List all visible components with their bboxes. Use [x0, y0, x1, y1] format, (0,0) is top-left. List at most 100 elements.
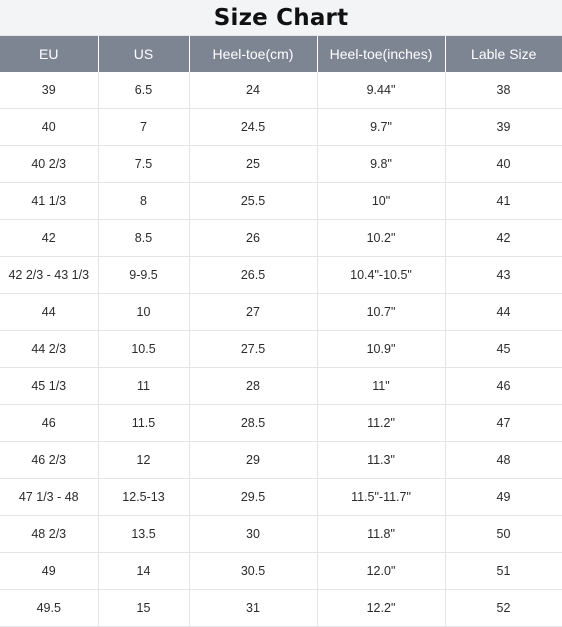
cell-eu: 49 [0, 552, 99, 590]
cell-heel-toe-cm: 24.5 [189, 108, 318, 146]
cell-heel-toe-inches: 12.0" [317, 552, 446, 590]
cell-eu: 44 2/3 [0, 330, 99, 368]
cell-heel-toe-inches: 9.7" [317, 108, 446, 146]
cell-label-size: 52 [445, 589, 562, 627]
cell-us: 7.5 [98, 145, 190, 183]
header-eu: EU [0, 36, 99, 72]
table-row: 46 11.5 28.5 11.2" 47 [0, 404, 562, 442]
cell-heel-toe-inches: 9.44" [317, 72, 446, 109]
cell-eu: 42 2/3 - 43 1/3 [0, 256, 99, 294]
cell-label-size: 39 [445, 108, 562, 146]
cell-heel-toe-cm: 25 [189, 145, 318, 183]
cell-heel-toe-inches: 11" [317, 367, 446, 405]
cell-heel-toe-cm: 31 [189, 589, 318, 627]
cell-label-size: 48 [445, 441, 562, 479]
cell-heel-toe-cm: 27.5 [189, 330, 318, 368]
cell-heel-toe-inches: 12.2" [317, 589, 446, 627]
cell-us: 13.5 [98, 515, 190, 553]
cell-eu: 45 1/3 [0, 367, 99, 405]
cell-eu: 47 1/3 - 48 [0, 478, 99, 516]
cell-heel-toe-inches: 10" [317, 182, 446, 220]
cell-heel-toe-cm: 26 [189, 219, 318, 257]
cell-heel-toe-cm: 25.5 [189, 182, 318, 220]
cell-label-size: 51 [445, 552, 562, 590]
cell-heel-toe-inches: 11.2" [317, 404, 446, 442]
table-row: 42 8.5 26 10.2" 42 [0, 219, 562, 257]
table-row: 40 2/3 7.5 25 9.8" 40 [0, 145, 562, 183]
cell-heel-toe-inches: 11.8" [317, 515, 446, 553]
cell-heel-toe-inches: 9.8" [317, 145, 446, 183]
cell-heel-toe-cm: 24 [189, 72, 318, 109]
table-row: 39 6.5 24 9.44" 38 [0, 72, 562, 109]
cell-heel-toe-inches: 10.4"-10.5" [317, 256, 446, 294]
cell-eu: 40 2/3 [0, 145, 99, 183]
header-us: US [98, 36, 190, 72]
cell-eu: 48 2/3 [0, 515, 99, 553]
cell-eu: 46 [0, 404, 99, 442]
table-row: 48 2/3 13.5 30 11.8" 50 [0, 515, 562, 553]
cell-heel-toe-inches: 10.7" [317, 293, 446, 331]
cell-us: 12 [98, 441, 190, 479]
cell-label-size: 41 [445, 182, 562, 220]
table-row: 49.5 15 31 12.2" 52 [0, 589, 562, 627]
cell-us: 15 [98, 589, 190, 627]
cell-label-size: 43 [445, 256, 562, 294]
cell-heel-toe-cm: 29.5 [189, 478, 318, 516]
cell-us: 14 [98, 552, 190, 590]
cell-us: 8.5 [98, 219, 190, 257]
cell-heel-toe-cm: 28 [189, 367, 318, 405]
cell-label-size: 45 [445, 330, 562, 368]
title-bar: Size Chart [0, 0, 562, 36]
table-body: 39 6.5 24 9.44" 38 40 7 24.5 9.7" 39 40 2/3 7.5 25 9.… [0, 72, 562, 627]
table-row: 44 10 27 10.7" 44 [0, 293, 562, 331]
table-row: 47 1/3 - 48 12.5-13 29.5 11.5"-11.7" 49 [0, 478, 562, 516]
cell-eu: 44 [0, 293, 99, 331]
cell-us: 8 [98, 182, 190, 220]
header-label-size: Lable Size [445, 36, 562, 72]
cell-eu: 42 [0, 219, 99, 257]
cell-us: 12.5-13 [98, 478, 190, 516]
table-row: 46 2/3 12 29 11.3" 48 [0, 441, 562, 479]
table-row: 41 1/3 8 25.5 10" 41 [0, 182, 562, 220]
cell-heel-toe-cm: 30 [189, 515, 318, 553]
cell-us: 11.5 [98, 404, 190, 442]
table-row: 45 1/3 11 28 11" 46 [0, 367, 562, 405]
cell-label-size: 38 [445, 72, 562, 109]
table-row: 42 2/3 - 43 1/3 9-9.5 26.5 10.4"-10.5" 43 [0, 256, 562, 294]
cell-us: 6.5 [98, 72, 190, 109]
cell-heel-toe-cm: 28.5 [189, 404, 318, 442]
cell-eu: 40 [0, 108, 99, 146]
cell-us: 11 [98, 367, 190, 405]
cell-label-size: 44 [445, 293, 562, 331]
cell-heel-toe-inches: 11.5"-11.7" [317, 478, 446, 516]
cell-eu: 41 1/3 [0, 182, 99, 220]
cell-us: 9-9.5 [98, 256, 190, 294]
cell-label-size: 49 [445, 478, 562, 516]
cell-heel-toe-inches: 11.3" [317, 441, 446, 479]
cell-heel-toe-inches: 10.2" [317, 219, 446, 257]
size-chart-table: EU US Heel-toe(cm) Heel-toe(inches) Labl… [0, 36, 562, 627]
table-row: 49 14 30.5 12.0" 51 [0, 552, 562, 590]
header-heel-toe-inches: Heel-toe(inches) [317, 36, 446, 72]
table-row: 44 2/3 10.5 27.5 10.9" 45 [0, 330, 562, 368]
cell-us: 10.5 [98, 330, 190, 368]
cell-us: 7 [98, 108, 190, 146]
cell-us: 10 [98, 293, 190, 331]
cell-label-size: 40 [445, 145, 562, 183]
cell-eu: 46 2/3 [0, 441, 99, 479]
header-row: EU US Heel-toe(cm) Heel-toe(inches) Labl… [0, 36, 562, 72]
table-header: EU US Heel-toe(cm) Heel-toe(inches) Labl… [0, 36, 562, 72]
cell-heel-toe-cm: 27 [189, 293, 318, 331]
cell-label-size: 42 [445, 219, 562, 257]
cell-label-size: 46 [445, 367, 562, 405]
table-row: 40 7 24.5 9.7" 39 [0, 108, 562, 146]
cell-heel-toe-inches: 10.9" [317, 330, 446, 368]
cell-label-size: 50 [445, 515, 562, 553]
cell-eu: 49.5 [0, 589, 99, 627]
cell-heel-toe-cm: 29 [189, 441, 318, 479]
header-heel-toe-cm: Heel-toe(cm) [189, 36, 318, 72]
cell-heel-toe-cm: 30.5 [189, 552, 318, 590]
cell-heel-toe-cm: 26.5 [189, 256, 318, 294]
cell-label-size: 47 [445, 404, 562, 442]
cell-eu: 39 [0, 72, 99, 109]
